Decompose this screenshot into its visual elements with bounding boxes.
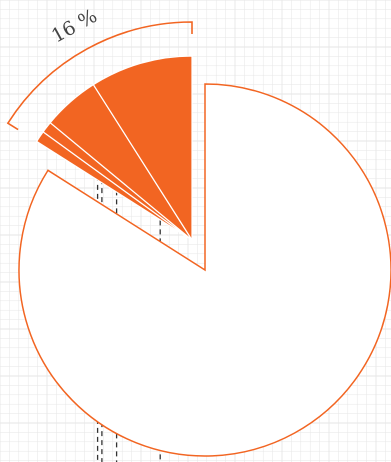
percent-label: 16 % [48, 5, 101, 48]
pie-slices [18, 55, 391, 457]
pie-slice-highlighted [92, 55, 193, 243]
pie-slice [18, 83, 391, 457]
percent-bracket [6, 21, 193, 131]
